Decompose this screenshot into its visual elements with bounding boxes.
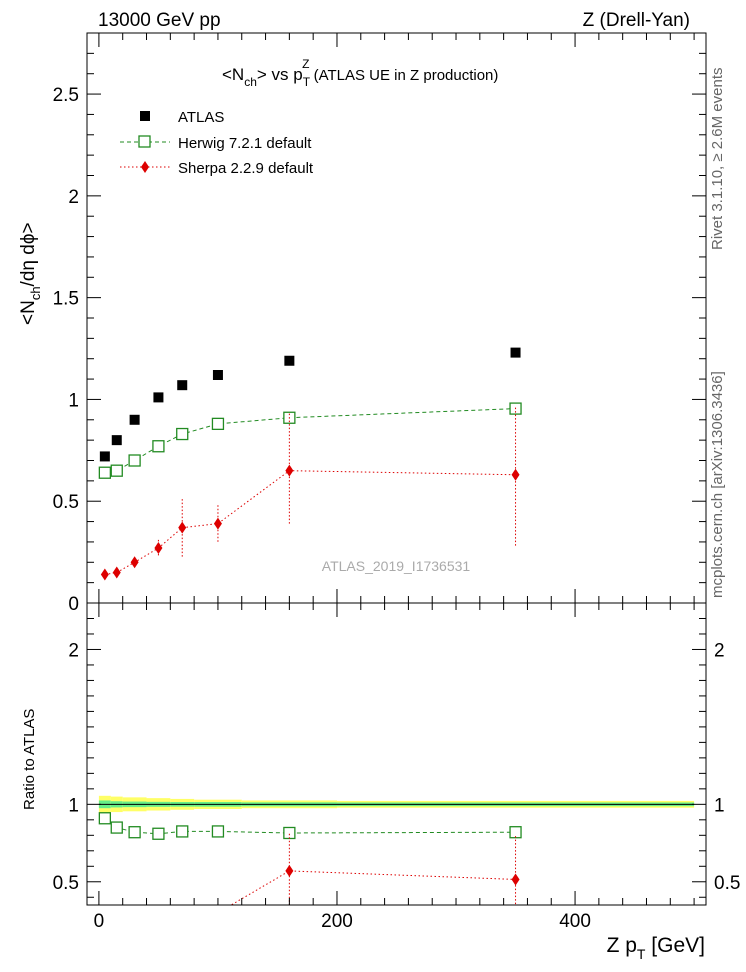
main-series-2-point [100,568,109,581]
main-ylabel: <Nch/dη dϕ> [18,222,43,325]
main-series-1-point [152,440,165,453]
main-series-2-point [285,464,294,477]
ratio-series-0-point [110,821,123,834]
ratio-series-0-point [211,825,225,838]
main-series-0-point [129,414,140,425]
ratio-ylabel: Ratio to ATLAS [21,709,38,810]
ratio-series-0-point [98,812,112,825]
main-series-0-point [177,380,188,391]
legend-label-atlas: ATLAS [178,109,224,126]
ratio-ytick-label: 0.5 [53,873,79,894]
main-series-1-point [98,466,112,479]
main-series-2-point [213,517,222,530]
ratio-series-1-point [511,873,520,886]
main-series-0-point [99,451,110,462]
ratio-series-0-point [283,826,296,840]
header-right: Z (Drell-Yan) [583,10,690,31]
main-series-1-point [176,427,189,441]
ratio-xtick-label: 200 [321,911,353,932]
ratio-series-1-line [230,870,516,905]
header-left: 13000 GeV pp [98,10,221,31]
legend-label-sherpa: Sherpa 2.2.9 default [178,160,314,177]
ratio-series-1-point [285,864,294,877]
main-ytick-label: 1.5 [53,289,79,310]
ratio-ytick-label: 2 [68,640,79,661]
main-ytick-label: 0 [68,594,79,615]
main-ytick-label: 2 [68,187,79,208]
mcplots-label: mcplots.cern.ch [arXiv:1306.3436] [709,371,726,598]
rivet-label: Rivet 3.1.10, ≥ 2.6M events [709,68,726,251]
main-series-1-point [211,417,225,431]
legend: ATLAS Herwig 7.2.1 default Sherpa 2.2.9 … [120,109,314,177]
main-series-1-line [104,408,516,474]
main-series-0-point [284,355,295,366]
main-ytick-label: 2.5 [53,85,79,106]
ratio-ytick-label-right: 1 [714,795,725,816]
ratio-ytick-label-right: 0.5 [714,873,740,894]
ratio-plot-panel: 0.5 0.5 1 1 2 2 0 200 400 Ratio to ATLAS Z pT [G… [21,602,740,962]
legend-marker-atlas [140,111,150,121]
main-series-0-point [153,392,164,403]
ratio-series-0-point [176,825,189,838]
main-title: <Nch> vs pTZ (ATLAS UE in Z production) [222,57,498,89]
main-series-1-point [128,454,141,467]
main-series-2-line [104,470,516,575]
ratio-xtick-label: 400 [559,911,591,932]
ratio-series-0-point [509,826,522,839]
ratio-ytick-label-right: 2 [714,640,725,661]
main-series-2-point [154,542,163,555]
ratio-series-0-line [104,817,516,835]
main-series-0-point [510,347,521,358]
main-series-1-point [110,464,123,477]
main-series-0-point [111,435,122,446]
ratio-frame [86,602,707,906]
watermark: ATLAS_2019_I1736531 [322,558,471,574]
ratio-xtick-label: 0 [94,911,105,932]
ratio-series-0-point [128,826,141,839]
legend-marker-sherpa [141,161,149,173]
legend-label-herwig: Herwig 7.2.1 default [178,135,312,152]
main-series-2-point [112,566,121,579]
main-series-2-point [511,468,520,481]
ratio-ytick-label: 1 [68,795,79,816]
legend-marker-herwig [138,135,151,148]
main-series-2-point [178,521,187,534]
ratio-series-0-point [152,827,165,840]
main-plot-panel: 0 0.5 1 1.5 2 2.5 ATLAS_2019_I1736531 <Nch> v… [18,32,707,615]
main-ytick-label: 1 [68,390,79,411]
main-ytick-label: 0.5 [53,492,79,513]
main-series-0-point [212,370,223,380]
main-series-2-point [130,556,139,569]
ratio-xlabel: Z pT [GeV] [607,934,705,962]
